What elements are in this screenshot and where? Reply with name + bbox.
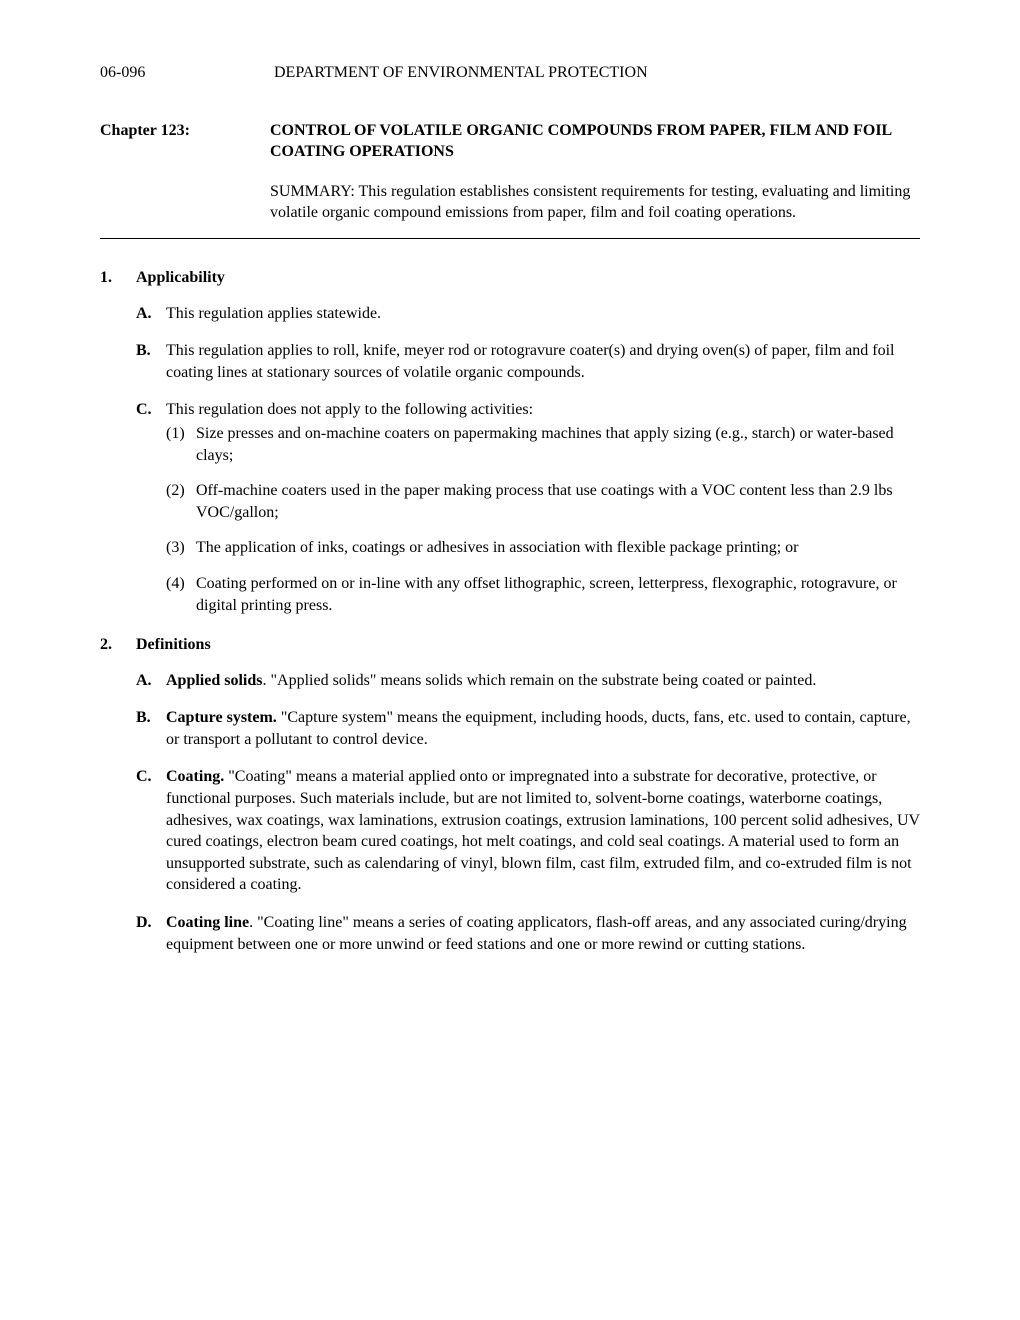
subsection: A. Applied solids. "Applied solids" mean… — [136, 670, 920, 692]
item-text: The application of inks, coatings or adh… — [196, 537, 920, 559]
subsection-letter: B. — [136, 707, 166, 750]
subsection: A. This regulation applies statewide. — [136, 303, 920, 325]
section-number: 1. — [100, 267, 136, 289]
subsection-content: This regulation does not apply to the fo… — [166, 399, 920, 616]
definition-text: "Coating" means a material applied onto … — [166, 768, 920, 893]
subsection: B. This regulation applies to roll, knif… — [136, 340, 920, 383]
subsection-letter: D. — [136, 912, 166, 955]
summary-text: This regulation establishes consistent r… — [270, 183, 910, 222]
item-text: Size presses and on-machine coaters on p… — [196, 423, 920, 466]
header-department: DEPARTMENT OF ENVIRONMENTAL PROTECTION — [274, 62, 648, 84]
item-number: (2) — [166, 480, 196, 523]
document-header: 06-096 DEPARTMENT OF ENVIRONMENTAL PROTE… — [100, 62, 920, 84]
list-item: (3) The application of inks, coatings or… — [166, 537, 920, 559]
subsection-letter: C. — [136, 399, 166, 616]
item-number: (3) — [166, 537, 196, 559]
subsection: C. Coating. "Coating" means a material a… — [136, 766, 920, 896]
section-heading: 2. Definitions — [100, 634, 920, 656]
summary-block: SUMMARY: This regulation establishes con… — [270, 181, 920, 224]
definition-text: . "Applied solids" means solids which re… — [262, 672, 816, 689]
subsection-content: Applied solids. "Applied solids" means s… — [166, 670, 920, 692]
subsection-letter: B. — [136, 340, 166, 383]
section-applicability: 1. Applicability A. This regulation appl… — [100, 267, 920, 616]
definition-text: "Capture system" means the equipment, in… — [166, 709, 911, 748]
subsection: C. This regulation does not apply to the… — [136, 399, 920, 616]
subsection-letter: A. — [136, 303, 166, 325]
list-item: (2) Off-machine coaters used in the pape… — [166, 480, 920, 523]
item-number: (1) — [166, 423, 196, 466]
section-definitions: 2. Definitions A. Applied solids. "Appli… — [100, 634, 920, 955]
item-text: Coating performed on or in-line with any… — [196, 573, 920, 616]
subsection-content: Coating line. "Coating line" means a ser… — [166, 912, 920, 955]
subsection-content: Coating. "Coating" means a material appl… — [166, 766, 920, 896]
definition-term: Applied solids — [166, 672, 262, 689]
item-number: (4) — [166, 573, 196, 616]
item-text: Off-machine coaters used in the paper ma… — [196, 480, 920, 523]
subsection-letter: A. — [136, 670, 166, 692]
section-title: Definitions — [136, 634, 211, 656]
divider — [100, 238, 920, 239]
definition-term: Capture system. — [166, 709, 277, 726]
section-heading: 1. Applicability — [100, 267, 920, 289]
section-number: 2. — [100, 634, 136, 656]
subsection-content: This regulation applies statewide. — [166, 303, 920, 325]
list-item: (1) Size presses and on-machine coaters … — [166, 423, 920, 466]
section-title: Applicability — [136, 267, 225, 289]
definition-term: Coating. — [166, 768, 224, 785]
subsection-content: This regulation applies to roll, knife, … — [166, 340, 920, 383]
subsection-intro: This regulation does not apply to the fo… — [166, 399, 920, 421]
list-item: (4) Coating performed on or in-line with… — [166, 573, 920, 616]
header-code: 06-096 — [100, 62, 270, 84]
chapter-row: Chapter 123: CONTROL OF VOLATILE ORGANIC… — [100, 120, 920, 163]
summary-prefix: SUMMARY: — [270, 183, 355, 200]
subsection-content: Capture system. "Capture system" means t… — [166, 707, 920, 750]
chapter-label: Chapter 123: — [100, 120, 270, 163]
definition-text: . "Coating line" means a series of coati… — [166, 914, 907, 953]
subsection-letter: C. — [136, 766, 166, 896]
chapter-title: CONTROL OF VOLATILE ORGANIC COMPOUNDS FR… — [270, 120, 920, 163]
subsection: B. Capture system. "Capture system" mean… — [136, 707, 920, 750]
definition-term: Coating line — [166, 914, 249, 931]
subsection: D. Coating line. "Coating line" means a … — [136, 912, 920, 955]
